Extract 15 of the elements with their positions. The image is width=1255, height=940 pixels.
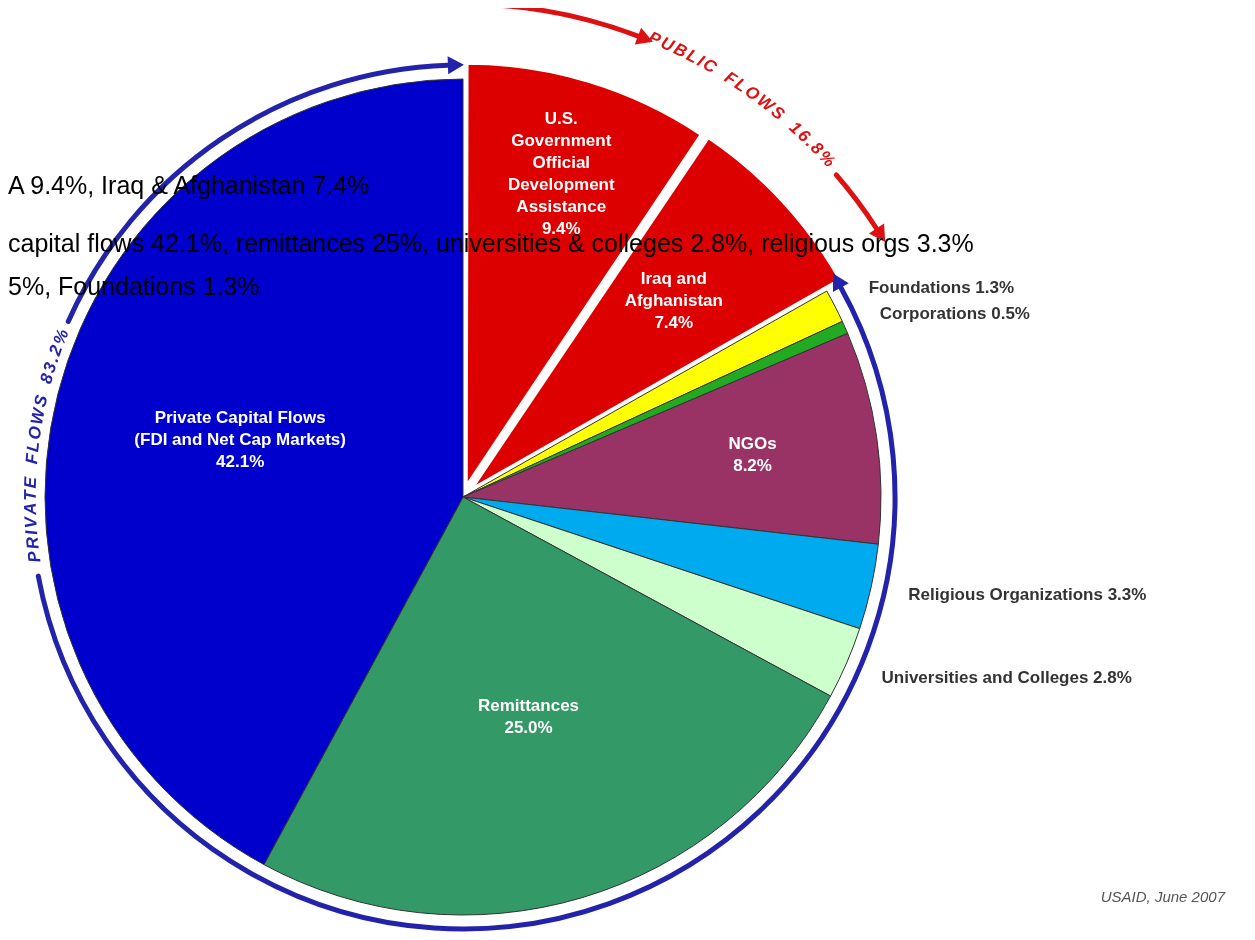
slice-label: U.S. Government Official Development Assistance (507, 108, 615, 216)
data-label: 7.4% (654, 313, 694, 333)
data-label: 42.1% (216, 452, 265, 472)
slice-label: Private Capital Flows (FDI and Net Cap Markets) (134, 408, 346, 450)
slice-label: Religious Organizations 3.3% (908, 584, 1147, 604)
data-label: 8.2% (733, 455, 772, 475)
data-label: 25.0% (504, 718, 553, 738)
text: PRIVATE FLOWS 83.2% (20, 326, 73, 564)
text: USAID, June 2007 (1100, 888, 1225, 905)
slice-label: Corporations 0.5% (879, 304, 1030, 324)
slice-label: Universities and Colleges 2.8% (881, 667, 1132, 687)
slice-label: NGOs (728, 433, 777, 453)
slice-label: Foundations 1.3% (868, 278, 1015, 298)
slice-label: Remittances (477, 696, 580, 716)
slice-label: Iraq and Afghanistan (624, 269, 723, 311)
